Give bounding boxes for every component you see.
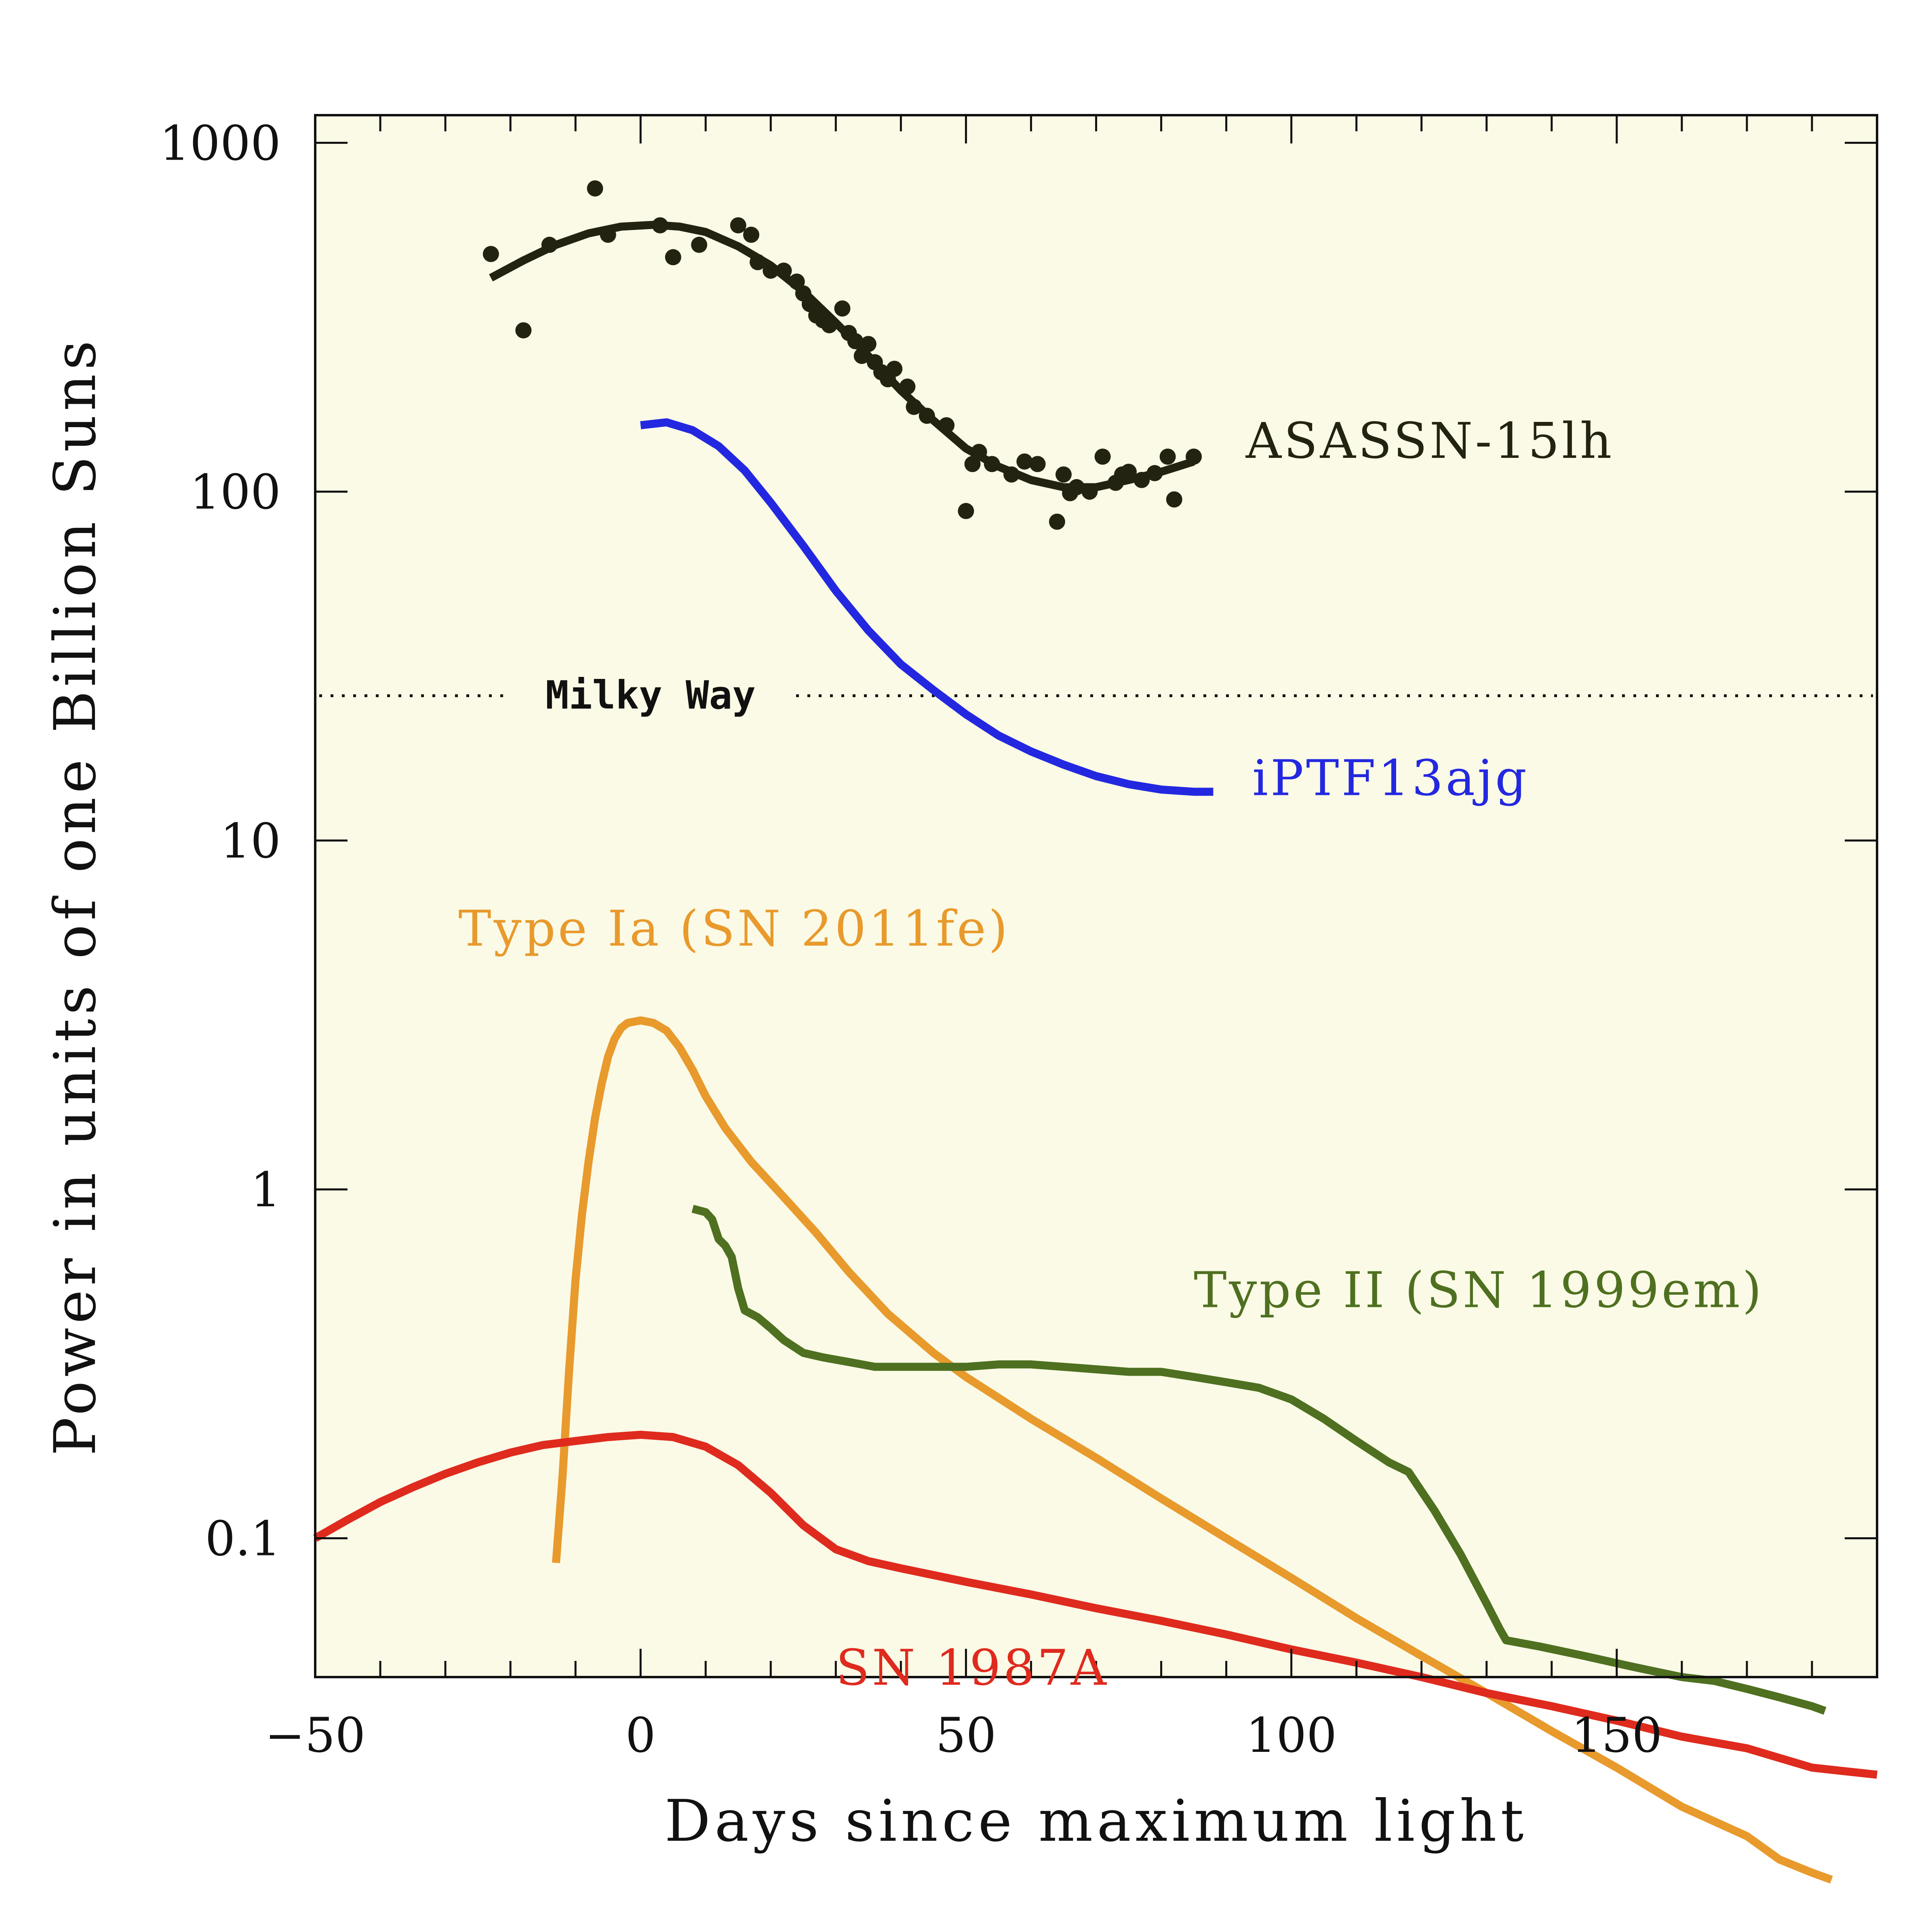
x-tick-label: 0: [626, 1707, 656, 1763]
x-axis-title: Days since maximum light: [664, 1788, 1527, 1854]
data-point-asassn-15lh: [691, 236, 708, 253]
data-point-asassn-15lh: [971, 444, 987, 460]
data-point-asassn-15lh: [821, 317, 838, 333]
y-tick-label: 100: [190, 464, 281, 520]
data-point-asassn-15lh: [860, 336, 876, 352]
data-point-asassn-15lh: [834, 300, 851, 317]
data-point-asassn-15lh: [750, 254, 766, 270]
y-tick-label: 1: [251, 1162, 281, 1218]
y-tick-label: 0.1: [205, 1511, 281, 1566]
data-point-asassn-15lh: [1159, 448, 1176, 465]
data-point-asassn-15lh: [919, 407, 935, 424]
data-point-asassn-15lh: [1146, 465, 1163, 481]
data-point-asassn-15lh: [938, 417, 955, 434]
data-point-asassn-15lh: [1068, 479, 1085, 495]
data-point-asassn-15lh: [853, 348, 870, 364]
data-point-asassn-15lh: [958, 503, 974, 519]
data-points: [482, 180, 1202, 530]
data-point-asassn-15lh: [743, 226, 759, 243]
series-label-sn-1987a: SN 1987A: [836, 1639, 1109, 1696]
data-point-asassn-15lh: [665, 249, 681, 266]
x-tick-label: 100: [1246, 1707, 1337, 1763]
ticks: [314, 115, 1878, 1677]
data-point-asassn-15lh: [775, 262, 792, 279]
data-point-asassn-15lh: [652, 217, 668, 234]
series-line-iptf13ajg: [640, 418, 1214, 796]
y-axis-title: Power in units of one Billion Suns: [42, 337, 109, 1456]
data-point-asassn-15lh: [541, 236, 558, 253]
data-point-asassn-15lh: [906, 398, 922, 415]
data-point-asassn-15lh: [515, 322, 532, 339]
x-tick-label: 150: [1571, 1707, 1662, 1763]
data-point-asassn-15lh: [1121, 464, 1137, 480]
data-point-asassn-15lh: [1186, 448, 1202, 465]
data-point-asassn-15lh: [1029, 456, 1046, 472]
data-point-asassn-15lh: [1094, 448, 1111, 465]
data-point-asassn-15lh: [1166, 491, 1182, 508]
data-point-asassn-15lh: [1133, 472, 1150, 488]
data-point-asassn-15lh: [1081, 483, 1098, 500]
data-point-asassn-15lh: [847, 333, 864, 350]
data-point-asassn-15lh: [964, 456, 981, 472]
series-line-sn-1987a: [313, 1431, 1878, 1779]
series-label-iptf13ajg: iPTF13ajg: [1252, 749, 1529, 807]
data-point-asassn-15lh: [899, 378, 916, 395]
data-point-asassn-15lh: [600, 226, 616, 243]
data-point-asassn-15lh: [1049, 514, 1065, 530]
y-tick-label: 10: [220, 813, 281, 869]
x-tick-label: 50: [935, 1707, 996, 1763]
series-line-type-ia-sn-2011fe: [552, 1016, 1833, 1884]
data-point-asassn-15lh: [984, 456, 1000, 472]
series-label-asassn-15lh: ASASSN-15lh: [1245, 412, 1614, 470]
series-label-type-ii-sn-1999em: Type II (SN 1999em): [1194, 1261, 1764, 1319]
data-point-asassn-15lh: [886, 360, 903, 377]
labels: −50 0 50 100 150 0.1 1 10 100 1000 Milky Way ASASSN…: [160, 115, 1764, 1763]
series-label-type-ia-sn-2011fe: Type Ia (SN 2011fe): [458, 900, 1010, 957]
data-point-asassn-15lh: [788, 273, 805, 290]
x-tick-label: −50: [265, 1707, 365, 1763]
milky-way-label: Milky Way: [546, 673, 756, 718]
data-point-asassn-15lh: [1055, 466, 1072, 483]
data-point-asassn-15lh: [730, 217, 746, 234]
series-line-type-ii-sn-1999em: [691, 1205, 1827, 1715]
y-tick-label: 1000: [160, 115, 281, 171]
data-point-asassn-15lh: [587, 180, 603, 197]
data-point-asassn-15lh: [1003, 466, 1020, 483]
data-point-asassn-15lh: [1016, 453, 1033, 470]
data-point-asassn-15lh: [482, 246, 499, 262]
data-point-asassn-15lh: [763, 262, 779, 279]
plot-area: [315, 115, 1877, 1677]
